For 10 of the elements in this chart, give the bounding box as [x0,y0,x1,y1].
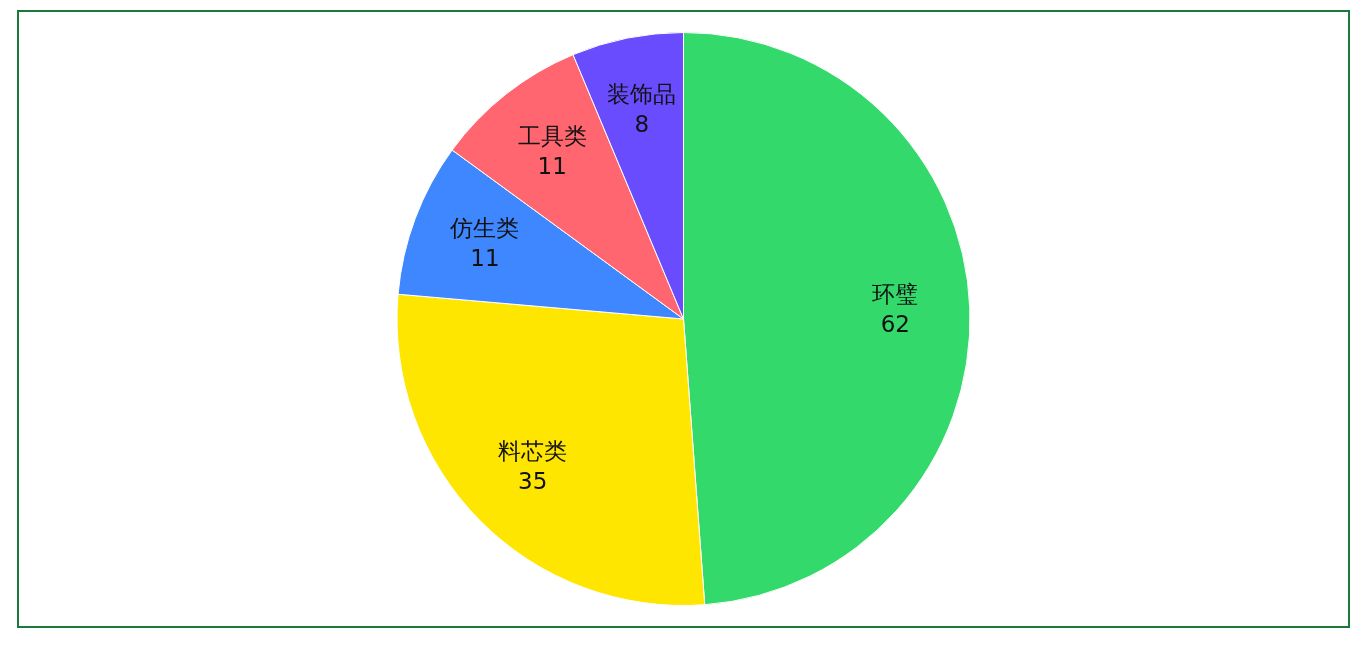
slice-label: 环璧 [872,281,919,308]
slice-label: 装饰品 [607,81,677,108]
slice-label: 料芯类 [498,437,568,464]
data-label: 11 [470,244,500,271]
slice-label: 工具类 [517,122,587,149]
data-label: 11 [537,152,567,179]
data-label: 62 [880,311,910,338]
data-label: 35 [518,467,548,494]
slice-label: 仿生类 [449,214,520,241]
data-label: 8 [634,111,650,138]
